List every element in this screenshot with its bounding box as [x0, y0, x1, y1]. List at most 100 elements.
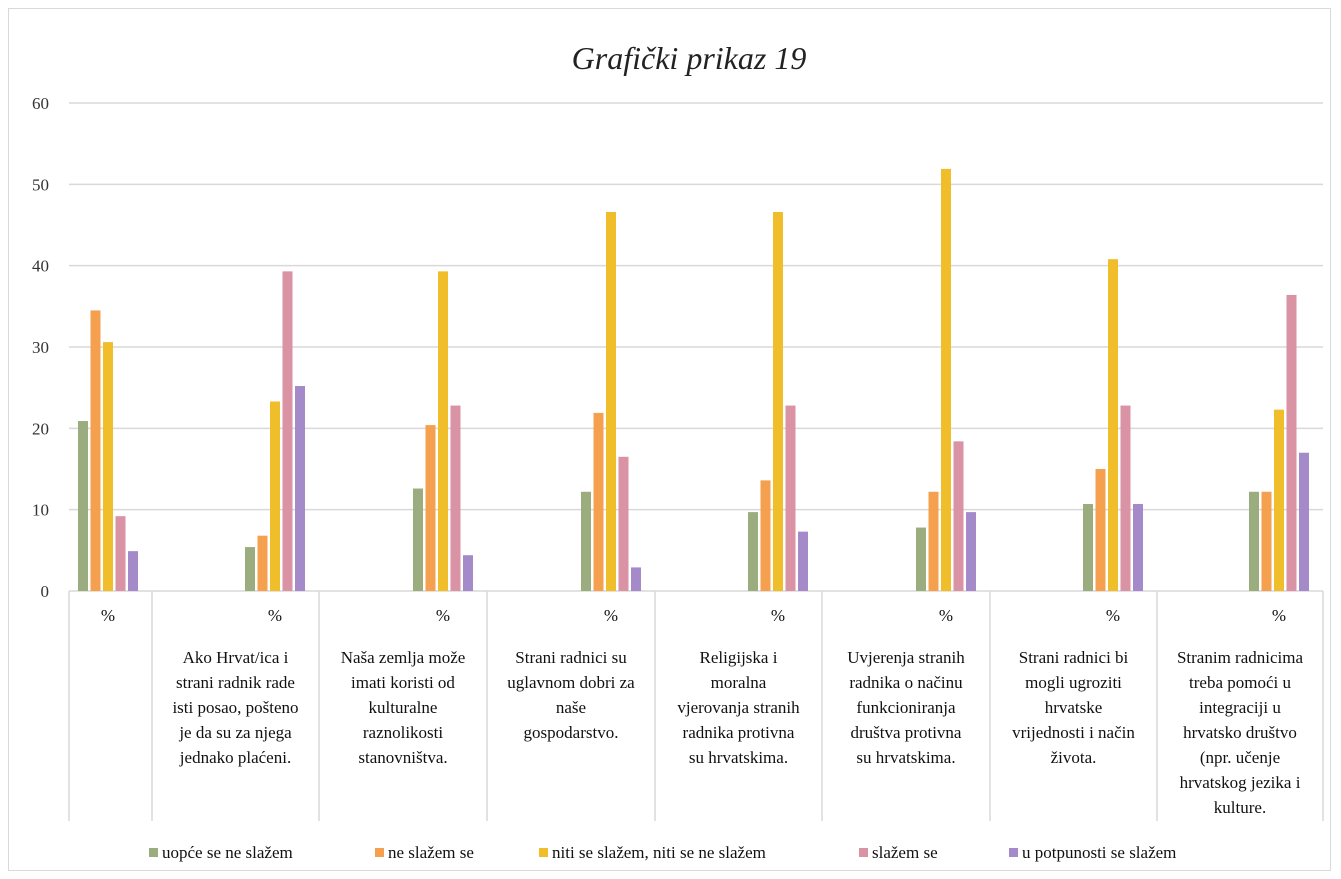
- category-label: je da su za njega: [178, 723, 292, 742]
- bar: [631, 567, 641, 591]
- bar: [425, 425, 436, 591]
- bar: [966, 512, 976, 591]
- category-label: Strani radnici su: [515, 648, 627, 667]
- bar: [413, 488, 423, 591]
- category-label: uglavnom dobri za: [507, 673, 635, 692]
- category-label: treba pomoći u: [1189, 673, 1291, 692]
- bar: [450, 405, 461, 591]
- y-tick-label: 30: [32, 338, 49, 357]
- category-label: radnika o načinu: [849, 673, 963, 692]
- legend-swatch: [375, 848, 384, 857]
- bar: [941, 168, 951, 591]
- bar: [593, 412, 604, 591]
- category-label: hrvatske: [1045, 698, 1103, 717]
- category-label: stanovništva.: [358, 748, 447, 767]
- category-label: Stranim radnicima: [1177, 648, 1304, 667]
- category-unit-label: %: [101, 606, 115, 625]
- legend-swatch: [859, 848, 868, 857]
- bar: [1286, 294, 1297, 591]
- bar: [295, 386, 305, 591]
- category-label: Naša zemlja može: [341, 648, 466, 667]
- category-unit-label: %: [268, 606, 282, 625]
- category-label: Ako Hrvat/ica i: [183, 648, 289, 667]
- legend-label: niti se slažem, niti se ne slažem: [552, 843, 766, 862]
- legend-swatch: [539, 848, 548, 857]
- category-unit-label: %: [604, 606, 618, 625]
- category-label: radnika protivna: [683, 723, 795, 742]
- category-label: raznolikosti: [363, 723, 444, 742]
- category-label: su hrvatskima.: [689, 748, 788, 767]
- bar: [916, 527, 926, 591]
- category-label: Strani radnici bi: [1019, 648, 1129, 667]
- bar: [785, 405, 796, 591]
- bar: [748, 512, 758, 591]
- y-tick-label: 60: [32, 94, 49, 113]
- bar: [128, 551, 138, 591]
- category-unit-label: %: [1272, 606, 1286, 625]
- category-label: funkcioniranja: [856, 698, 956, 717]
- legend-item: slažem se: [859, 843, 938, 862]
- bar: [245, 547, 255, 591]
- y-tick-label: 10: [32, 501, 49, 520]
- bar: [953, 441, 964, 591]
- bar: [78, 421, 88, 591]
- bar: [1095, 469, 1106, 591]
- y-tick-label: 40: [32, 257, 49, 276]
- category-label: života.: [1051, 748, 1097, 767]
- bar: [115, 516, 126, 591]
- category-label: kulture.: [1214, 798, 1266, 817]
- category-label: hrvatsko društvo: [1183, 723, 1297, 742]
- bar: [1274, 409, 1284, 591]
- bar: [928, 491, 939, 591]
- chart-frame: Grafički prikaz 19 0 10 20 30 40 50 60 %% Ako H…: [8, 8, 1331, 871]
- legend-swatch: [149, 848, 158, 857]
- bar: [1299, 452, 1309, 591]
- category-label: (npr. učenje: [1200, 748, 1280, 767]
- legend-item: ne slažem se: [375, 843, 474, 862]
- legend-item: uopće se ne slažem: [149, 843, 293, 862]
- legend: uopće se ne slažem ne slažem se niti se sl…: [149, 843, 1176, 862]
- bar: [581, 491, 591, 591]
- category-unit-label: %: [436, 606, 450, 625]
- bar: [270, 401, 280, 591]
- y-tick-label: 0: [41, 582, 50, 601]
- y-tick-label: 50: [32, 175, 49, 194]
- category-label: gospodarstvo.: [524, 723, 619, 742]
- category-label: kulturalne: [369, 698, 438, 717]
- bar: [1120, 405, 1131, 591]
- category-label: vjerovanja stranih: [677, 698, 800, 717]
- bars-layer: [78, 168, 1309, 591]
- chart-title: Grafički prikaz 19: [572, 40, 807, 76]
- bar: [257, 535, 268, 591]
- category-label: su hrvatskima.: [856, 748, 955, 767]
- category-label: imati koristi od: [351, 673, 455, 692]
- category-label: društva protivna: [851, 723, 962, 742]
- chart-svg: Grafički prikaz 19 0 10 20 30 40 50 60 % % Ako H…: [32, 40, 1324, 862]
- bar: [1249, 491, 1259, 591]
- bar: [618, 456, 629, 591]
- category-label: integraciji u: [1199, 698, 1281, 717]
- category-label: mogli ugroziti: [1025, 673, 1122, 692]
- bar: [773, 211, 783, 591]
- bar: [798, 531, 808, 591]
- bar: [463, 555, 473, 591]
- x-axis: % % Ako Hrvat/ica i strani radnik rade isti …: [68, 591, 1324, 821]
- category-unit-label: %: [771, 606, 785, 625]
- category-label: strani radnik rade: [176, 673, 295, 692]
- legend-label: u potpunosti se slažem: [1022, 843, 1176, 862]
- legend-item: niti se slažem, niti se ne slažem: [539, 843, 766, 862]
- category-label: hrvatskog jezika i: [1180, 773, 1301, 792]
- category-label: vrijednosti i način: [1012, 723, 1135, 742]
- bar: [438, 271, 448, 591]
- bar: [1133, 503, 1143, 591]
- bar: [103, 342, 113, 591]
- bar: [1083, 503, 1093, 591]
- legend-label: ne slažem se: [388, 843, 474, 862]
- bar: [90, 310, 101, 591]
- category-label: Uvjerenja stranih: [847, 648, 965, 667]
- y-tick-label: 20: [32, 419, 49, 438]
- category-label: isti posao, pošteno: [172, 698, 298, 717]
- legend-label: uopće se ne slažem: [162, 843, 293, 862]
- bar: [1261, 491, 1272, 591]
- category-label: Religijska i: [700, 648, 778, 667]
